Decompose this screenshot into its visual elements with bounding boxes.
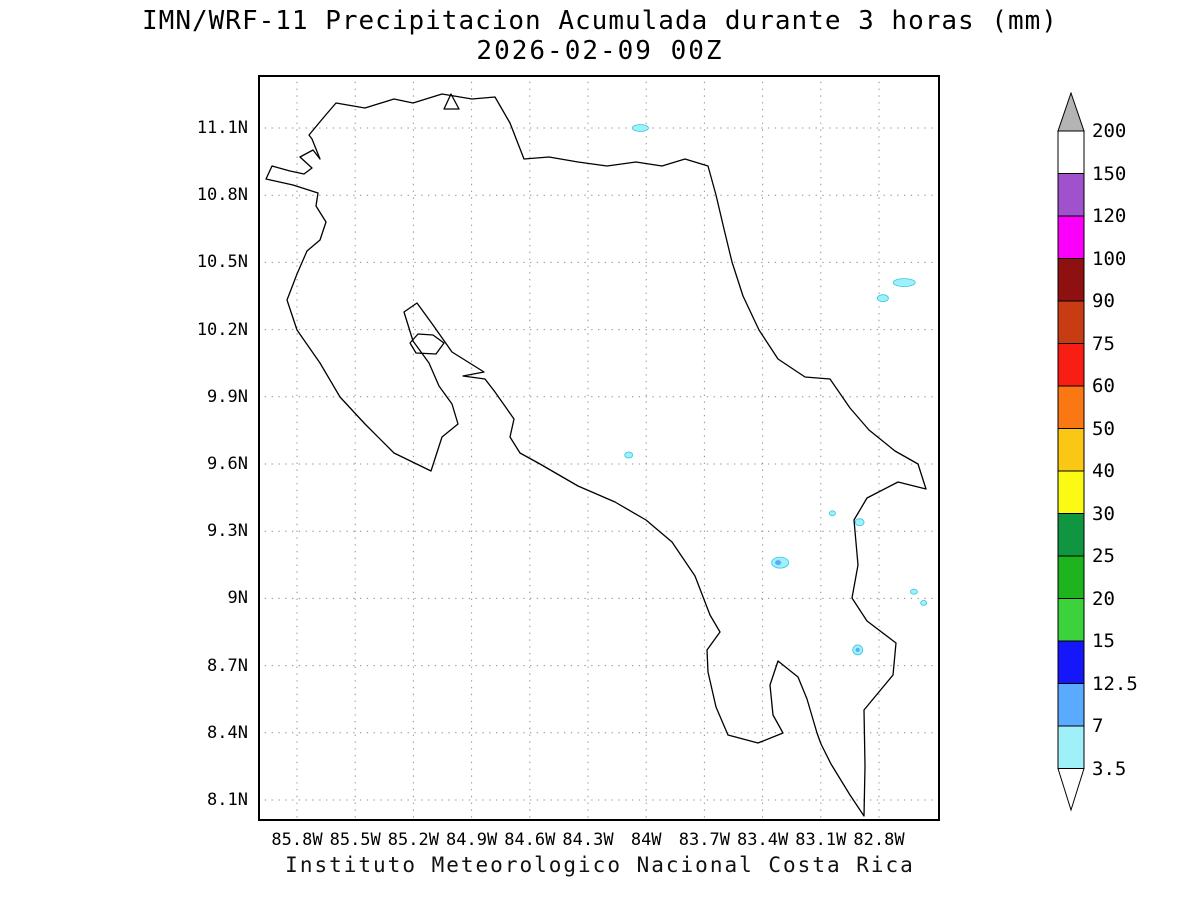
lat-tick-label: 8.4N	[207, 722, 248, 743]
colorbar-level-label: 20	[1092, 587, 1115, 610]
map-border	[258, 75, 940, 821]
colorbar-level-label: 25	[1092, 545, 1115, 567]
lon-tick-label: 85.5W	[329, 830, 381, 850]
lon-tick-label: 84.3W	[562, 830, 614, 850]
colorbar	[1057, 92, 1085, 812]
map-canvas	[258, 75, 940, 821]
precip-patch	[829, 510, 836, 517]
lon-tick-label: 82.8W	[853, 830, 905, 850]
colorbar-segment	[1057, 173, 1085, 217]
precip-patch	[775, 560, 782, 566]
lon-tick-label: 84.6W	[504, 830, 556, 850]
colorbar-segment	[1057, 598, 1085, 642]
colorbar-level-label: 150	[1092, 162, 1127, 185]
precip-patch	[910, 588, 918, 595]
colorbar-level-label: 12.5	[1092, 672, 1138, 695]
lon-tick-label: 83.7W	[678, 830, 730, 850]
colorbar-segment	[1057, 555, 1085, 599]
colorbar-segment	[1057, 258, 1085, 302]
lon-tick-label: 83.4W	[737, 830, 789, 850]
precip-patch	[854, 518, 865, 527]
colorbar-level-label: 40	[1092, 460, 1115, 482]
lon-tick-label: 85.8W	[271, 830, 323, 850]
lat-tick-label: 8.7N	[207, 655, 248, 676]
costa-rica-coastline	[265, 93, 927, 817]
precip-patch	[920, 600, 927, 606]
lat-tick-label: 10.2N	[196, 319, 248, 340]
precip-patch	[855, 647, 860, 652]
precip-patch	[631, 124, 649, 132]
precipitation-patches	[624, 124, 927, 656]
lon-tick-label: 84W	[630, 830, 662, 850]
colorbar-segment	[1057, 385, 1085, 429]
grid-lines	[258, 75, 940, 821]
lon-tick-label: 83.1W	[795, 830, 847, 850]
lat-tick-label: 9N	[227, 588, 248, 609]
colorbar-segment	[1057, 725, 1085, 769]
colorbar-segment	[1057, 683, 1085, 727]
chira-island-outline	[409, 333, 445, 355]
precip-patch	[892, 278, 916, 288]
lat-tick-label: 10.8N	[196, 185, 248, 206]
colorbar-segment	[1057, 640, 1085, 684]
colorbar-segment	[1057, 300, 1085, 344]
colorbar-segment	[1057, 343, 1085, 387]
colorbar-level-label: 90	[1092, 290, 1115, 312]
lat-tick-label: 11.1N	[196, 118, 248, 138]
colorbar-level-label: 15	[1092, 630, 1115, 652]
colorbar-level-label: 100	[1092, 247, 1127, 270]
map-plot-area	[258, 75, 940, 821]
colorbar-level-label: 200	[1092, 120, 1127, 142]
valid-time: 2026-02-09 00Z	[476, 36, 724, 66]
lat-tick-label: 10.5N	[196, 252, 248, 273]
colorbar-segment	[1057, 428, 1085, 472]
lon-tick-label: 85.2W	[387, 830, 439, 850]
colorbar-level-label: 75	[1092, 332, 1115, 355]
colorbar-lower-arrow-icon	[1057, 768, 1085, 812]
lat-tick-label: 9.6N	[207, 454, 248, 474]
precip-patch	[877, 294, 889, 303]
colorbar-level-label: 7	[1092, 715, 1104, 737]
colorbar-level-label: 120	[1092, 205, 1127, 227]
colorbar-upper-arrow-icon	[1057, 92, 1085, 132]
colorbar-segment	[1057, 470, 1085, 514]
lon-tick-label: 84.9W	[446, 830, 498, 850]
colorbar-segment	[1057, 513, 1085, 557]
colorbar-segment	[1057, 215, 1085, 259]
colorbar-level-label: 30	[1092, 502, 1115, 525]
lat-tick-label: 8.1N	[207, 790, 248, 810]
lat-tick-label: 9.9N	[207, 386, 248, 407]
colorbar-level-label: 60	[1092, 375, 1115, 397]
lat-tick-label: 9.3N	[207, 521, 248, 542]
colorbar-segment	[1057, 130, 1085, 174]
colorbar-level-label: 3.5	[1092, 757, 1127, 780]
colorbar-level-label: 50	[1092, 417, 1115, 440]
chart-title: IMN/WRF-11 Precipitacion Acumulada duran…	[142, 6, 1058, 36]
precip-patch	[624, 451, 634, 459]
small-island-outline	[443, 93, 460, 110]
attribution-footer: Instituto Meteorologico Nacional Costa R…	[285, 853, 915, 877]
